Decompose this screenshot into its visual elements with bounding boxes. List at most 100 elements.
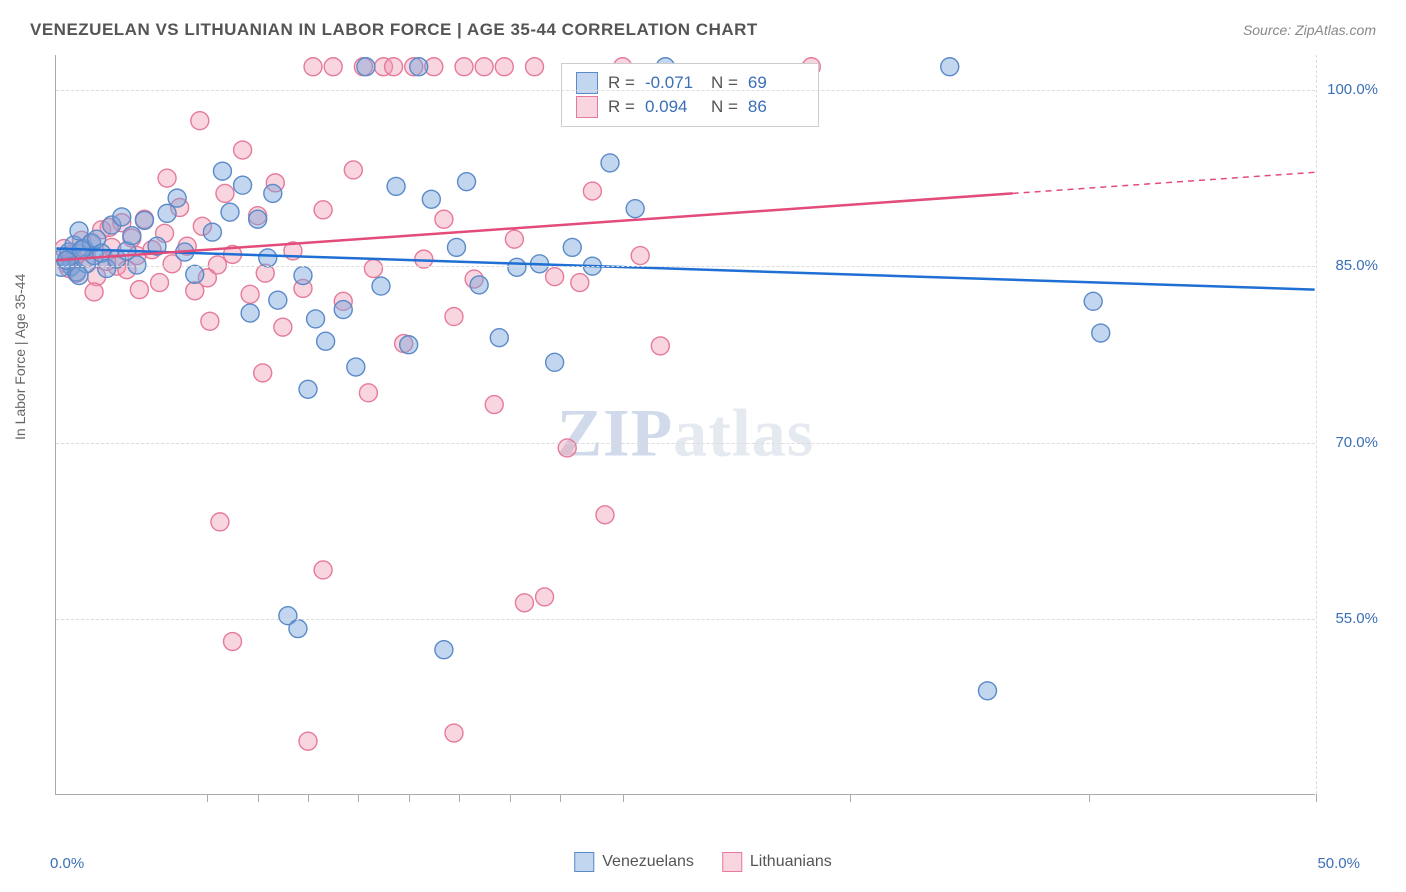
- data-point: [571, 274, 589, 292]
- data-point: [979, 682, 997, 700]
- x-tick: [358, 794, 359, 802]
- data-point: [435, 641, 453, 659]
- data-point: [259, 249, 277, 267]
- data-point: [490, 329, 508, 347]
- y-tick-label: 85.0%: [1308, 257, 1378, 274]
- data-point: [458, 173, 476, 191]
- x-tick: [623, 794, 624, 802]
- x-tick: [409, 794, 410, 802]
- data-point: [347, 358, 365, 376]
- x-tick: [850, 794, 851, 802]
- x-tick: [1316, 794, 1317, 802]
- data-point: [435, 210, 453, 228]
- data-point: [455, 58, 473, 76]
- data-point: [254, 364, 272, 382]
- data-point: [485, 396, 503, 414]
- legend-swatch: [576, 96, 598, 118]
- series-legend: Venezuelans Lithuanians: [574, 852, 831, 872]
- data-point: [359, 384, 377, 402]
- plot-area: ZIPatlas R = -0.071 N = 69 R = 0.094 N =…: [55, 55, 1315, 795]
- x-tick: [308, 794, 309, 802]
- data-point: [631, 247, 649, 265]
- data-point: [211, 513, 229, 531]
- data-point: [158, 204, 176, 222]
- data-point: [1084, 292, 1102, 310]
- data-point: [216, 184, 234, 202]
- data-point: [400, 336, 418, 354]
- data-point: [583, 182, 601, 200]
- data-point: [475, 58, 493, 76]
- x-tick: [1089, 794, 1090, 802]
- y-tick-label: 70.0%: [1308, 434, 1378, 451]
- data-point: [1092, 324, 1110, 342]
- y-tick-label: 55.0%: [1308, 610, 1378, 627]
- data-point: [249, 210, 267, 228]
- data-point: [314, 201, 332, 219]
- data-point: [241, 304, 259, 322]
- data-point: [546, 268, 564, 286]
- data-point: [563, 238, 581, 256]
- data-point: [158, 169, 176, 187]
- data-point: [269, 291, 287, 309]
- data-point: [289, 620, 307, 638]
- data-point: [470, 276, 488, 294]
- data-point: [234, 176, 252, 194]
- data-point: [651, 337, 669, 355]
- trend-line-ext: [1013, 172, 1315, 193]
- gridline-h: [56, 266, 1315, 267]
- data-point: [596, 506, 614, 524]
- data-point: [626, 200, 644, 218]
- data-point: [422, 190, 440, 208]
- data-point: [70, 267, 88, 285]
- data-point: [546, 353, 564, 371]
- stat-n-label: N =: [711, 97, 738, 117]
- data-point: [448, 238, 466, 256]
- legend-swatch: [574, 852, 594, 872]
- gridline-h: [56, 619, 1315, 620]
- x-min-label: 0.0%: [50, 855, 84, 872]
- data-point: [536, 588, 554, 606]
- data-point: [299, 380, 317, 398]
- stat-r-value: 0.094: [645, 97, 701, 117]
- data-point: [224, 633, 242, 651]
- data-point: [201, 312, 219, 330]
- data-point: [294, 267, 312, 285]
- data-point: [234, 141, 252, 159]
- gridline-h: [56, 90, 1315, 91]
- legend-item: Lithuanians: [722, 852, 832, 872]
- x-tick: [560, 794, 561, 802]
- legend-label: Venezuelans: [602, 853, 694, 871]
- data-point: [135, 211, 153, 229]
- y-tick-label: 100.0%: [1308, 81, 1378, 98]
- data-point: [191, 112, 209, 130]
- data-point: [221, 203, 239, 221]
- data-point: [601, 154, 619, 172]
- stat-n-value: 86: [748, 97, 804, 117]
- x-tick: [459, 794, 460, 802]
- data-point: [213, 162, 231, 180]
- scatter-svg: [56, 55, 1315, 794]
- stats-legend: R = -0.071 N = 69 R = 0.094 N = 86: [561, 63, 819, 127]
- trend-line: [56, 249, 1314, 290]
- data-point: [264, 184, 282, 202]
- data-point: [130, 281, 148, 299]
- data-point: [505, 230, 523, 248]
- x-max-label: 50.0%: [1317, 855, 1360, 872]
- legend-label: Lithuanians: [750, 853, 832, 871]
- x-tick: [207, 794, 208, 802]
- data-point: [344, 161, 362, 179]
- data-point: [314, 561, 332, 579]
- data-point: [495, 58, 513, 76]
- data-point: [410, 58, 428, 76]
- data-point: [317, 332, 335, 350]
- data-point: [203, 223, 221, 241]
- source-label: Source: ZipAtlas.com: [1243, 22, 1376, 38]
- data-point: [304, 58, 322, 76]
- data-point: [168, 189, 186, 207]
- gridline-h: [56, 443, 1315, 444]
- data-point: [334, 301, 352, 319]
- x-tick: [510, 794, 511, 802]
- data-point: [445, 308, 463, 326]
- data-point: [515, 594, 533, 612]
- data-point: [241, 285, 259, 303]
